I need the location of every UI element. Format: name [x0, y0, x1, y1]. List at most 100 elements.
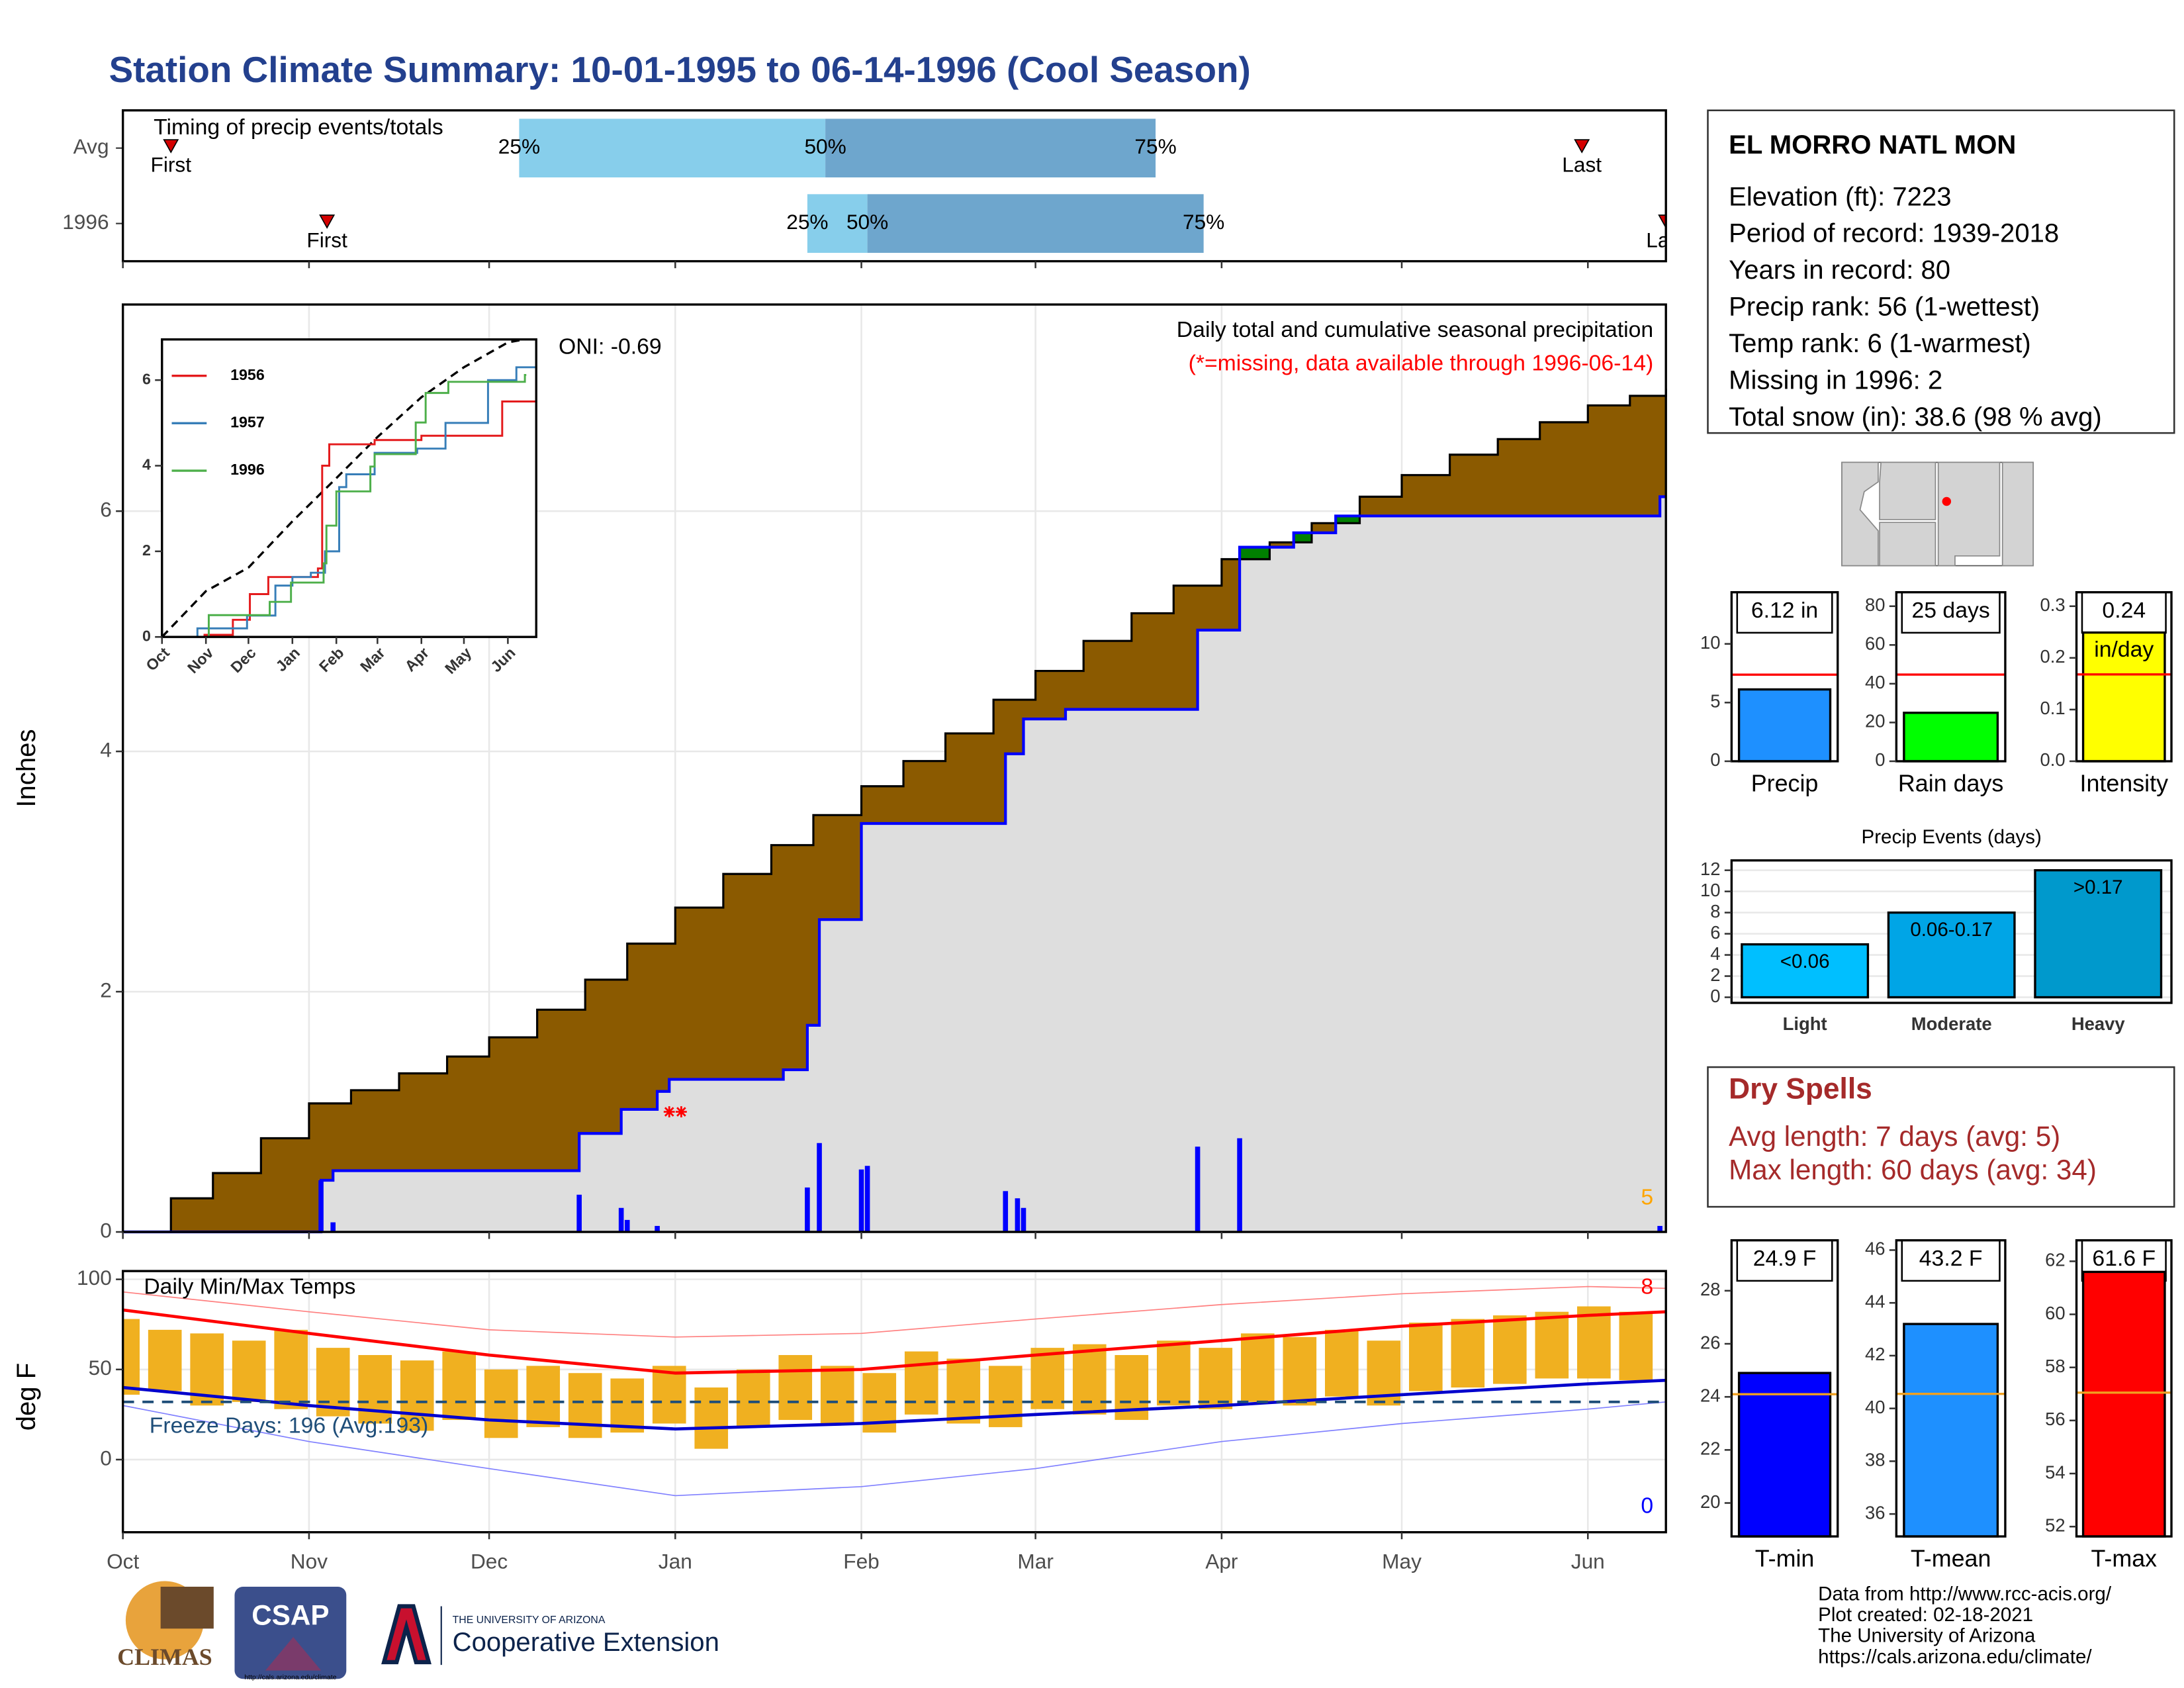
- y-tick-label: 62: [2045, 1250, 2065, 1270]
- plot-frame: [1730, 859, 2173, 1004]
- temp-range-bar: [1283, 1336, 1317, 1406]
- chart-title: Precip Events (days): [1862, 826, 2042, 848]
- y-tick-label: 40: [1865, 672, 1885, 692]
- category-label: T-max: [2091, 1545, 2157, 1571]
- daily-bar: [1015, 1198, 1021, 1233]
- value-label-box: [1736, 591, 1833, 634]
- temp-line: [122, 1378, 1666, 1430]
- station-location: [1942, 496, 1952, 506]
- csap-logo: [265, 1636, 322, 1671]
- missing-marker: [663, 1106, 675, 1118]
- plot-frame: [121, 1270, 1667, 1534]
- value-label-box: [1736, 1239, 1833, 1282]
- plot-frame: [1730, 1239, 1839, 1538]
- temp-range-bar: [1619, 1311, 1653, 1381]
- logos: [125, 1581, 442, 1679]
- temp-line: [122, 1286, 1666, 1338]
- y-tick-label: 38: [1865, 1450, 1885, 1470]
- credit-line: The University of Arizona: [1818, 1625, 2036, 1647]
- annotation: 8: [1641, 1274, 1653, 1299]
- y-tick-label: 50: [89, 1356, 112, 1380]
- value-label: 0.24: [2102, 598, 2146, 623]
- y-tick-label: 2: [142, 541, 151, 559]
- bar-label: >0.17: [2073, 876, 2123, 898]
- daily-bar: [624, 1219, 630, 1233]
- y-axis-label: Inches: [12, 729, 41, 807]
- unit-label: in/day: [2094, 637, 2154, 662]
- logo-text: Cooperative Extension: [453, 1628, 719, 1657]
- plot-frame: [2075, 590, 2173, 763]
- y-tick-label: 26: [1700, 1332, 1720, 1352]
- category-label: 1996: [62, 210, 109, 234]
- temp-range-bar: [1072, 1344, 1107, 1415]
- y-tick-label: 0: [100, 1218, 112, 1242]
- daily-bar: [576, 1194, 582, 1233]
- x-tick-label: Apr: [1205, 1549, 1238, 1573]
- bar: [2081, 1270, 2166, 1538]
- category-label: Heavy: [2071, 1013, 2126, 1034]
- quantile-label: 75%: [1134, 134, 1176, 158]
- x-tick-label: May: [1382, 1549, 1422, 1573]
- season-line: [122, 495, 1666, 1234]
- oni-note: ONI: -0.69: [559, 334, 662, 359]
- daily-bar: [1003, 1191, 1009, 1233]
- bar: [1887, 911, 2016, 999]
- inset-line: [161, 339, 531, 637]
- logo-text: http://cals.arizona.edu/climate: [244, 1673, 336, 1681]
- temp-range-bar: [1324, 1329, 1359, 1397]
- event-label: First: [306, 228, 347, 252]
- x-tick-label: Jan: [659, 1549, 692, 1573]
- daily-bar: [1657, 1225, 1662, 1233]
- temp-range-bar: [526, 1366, 561, 1427]
- temp-range-bar: [400, 1360, 434, 1431]
- bar: [1741, 943, 1870, 999]
- temp-range-bar: [316, 1348, 350, 1417]
- quantile-label: 25%: [786, 210, 828, 234]
- logo-text: THE UNIVERSITY OF ARIZONA: [453, 1615, 606, 1626]
- y-tick-label: 80: [1865, 594, 1885, 615]
- y-tick-label: 10: [1700, 880, 1720, 900]
- y-tick-label: 44: [1865, 1291, 1885, 1311]
- map-region: [1879, 461, 1936, 520]
- event-label: Last: [1646, 228, 1686, 252]
- plot-area: 25% 50% 75% First Last 25% 50% 75% First Last: [151, 118, 1686, 253]
- quantile-label: 50%: [804, 134, 846, 158]
- plot-frame: [1895, 1239, 2007, 1538]
- plot-frame: [1730, 590, 1839, 763]
- y-tick-label: 42: [1865, 1344, 1885, 1364]
- x-tick-label: Nov: [291, 1549, 328, 1573]
- y-tick-label: 100: [77, 1266, 112, 1289]
- y-tick-label: 60: [2045, 1303, 2065, 1323]
- daily-bar: [330, 1222, 336, 1233]
- x-tick-label: Dec: [471, 1549, 508, 1573]
- temp-range-bar: [1535, 1311, 1569, 1379]
- logo-text: CSAP: [251, 1600, 329, 1631]
- value-label-box: [1901, 591, 2001, 634]
- event-marker: [319, 214, 336, 229]
- annotation: 5: [1641, 1184, 1653, 1209]
- annotation: 0: [1641, 1493, 1653, 1519]
- station-info: Precip rank: 56 (1-wettest): [1729, 293, 2040, 322]
- plot-frame: [121, 109, 1667, 263]
- locator-map: [1841, 461, 2034, 567]
- logo-text: CLIMAS: [117, 1644, 212, 1670]
- credit-line: Data from http://www.rcc-acis.org/: [1818, 1583, 2112, 1605]
- y-tick-label: 0: [1710, 749, 1720, 770]
- event-marker: [1658, 214, 1666, 229]
- quantile-bar: [825, 118, 1156, 178]
- chart-subtitle: (*=missing, data available through 1996-…: [1189, 351, 1654, 376]
- y-tick-label: 6: [100, 498, 112, 522]
- y-tick-label: 2: [1710, 964, 1720, 985]
- value-label: 6.12 in: [1751, 598, 1818, 623]
- temp-range-bar: [946, 1358, 981, 1424]
- station-info: Period of record: 1939-2018: [1729, 219, 2059, 248]
- climas-logo: [160, 1586, 214, 1629]
- value-label: 43.2 F: [1919, 1246, 1983, 1271]
- y-tick-label: 28: [1700, 1279, 1720, 1299]
- station-name: EL MORRO NATL MON: [1729, 130, 2016, 160]
- y-tick-label: 6: [142, 370, 151, 387]
- temp-range-bar: [1240, 1333, 1275, 1402]
- x-tick-label: Feb: [843, 1549, 880, 1573]
- temp-range-bar: [274, 1329, 308, 1409]
